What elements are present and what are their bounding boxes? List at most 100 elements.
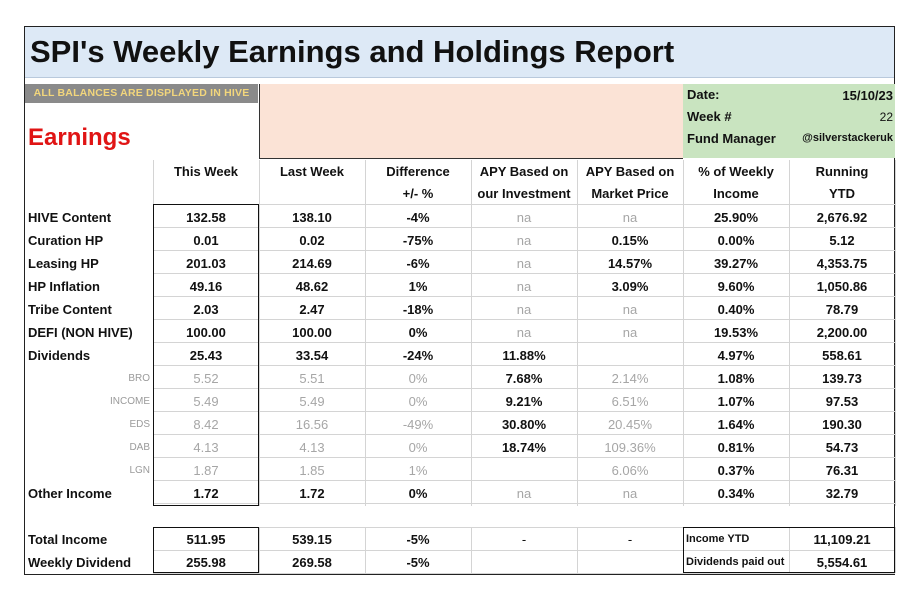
table-cell-this-week: 201.03: [186, 256, 226, 271]
table-cell-apy-investment: na: [516, 279, 532, 294]
table-cell-apy-investment: na: [516, 233, 532, 248]
grid-hline: [153, 411, 895, 412]
table-cell-apy-market: 109.36%: [604, 440, 656, 455]
table-cell-difference: -24%: [402, 348, 434, 363]
table-cell-difference: 1%: [408, 279, 428, 294]
row-label: Dividends: [28, 348, 91, 363]
ytd-summary-box: [683, 527, 895, 573]
table-cell-this-week: 5.52: [193, 371, 219, 386]
table-cell-apy-investment: na: [516, 210, 532, 225]
earnings-section-title: Earnings: [28, 124, 131, 151]
table-cell-apy-market: 20.45%: [607, 417, 653, 432]
total-cell-last-week: 269.58: [292, 555, 332, 570]
total-cell-this-week: 255.98: [186, 555, 226, 570]
column-header-line2: our Investment: [477, 186, 571, 201]
grid-vline: [365, 160, 366, 506]
balance-note-banner: ALL BALANCES ARE DISPLAYED IN HIVE: [25, 84, 258, 103]
table-cell-pct-income: 4.97%: [717, 348, 755, 363]
week-label: Week #: [687, 109, 732, 124]
table-cell-difference: -18%: [402, 302, 434, 317]
grid-vline: [895, 527, 896, 573]
table-cell-pct-income: 0.34%: [717, 486, 755, 501]
table-cell-difference: -6%: [406, 256, 430, 271]
table-cell-apy-market: 6.06%: [611, 463, 649, 478]
table-cell-running-ytd: 190.30: [822, 417, 862, 432]
table-cell-apy-market: 14.57%: [607, 256, 653, 271]
date-value: 15/10/23: [842, 88, 893, 103]
table-cell-apy-market: na: [622, 210, 638, 225]
grid-vline: [895, 160, 896, 506]
sub-row-label: EDS: [129, 419, 150, 430]
table-cell-pct-income: 9.60%: [717, 279, 755, 294]
table-cell-pct-income: 0.81%: [717, 440, 755, 455]
report-frame: [24, 26, 895, 575]
grid-hline: [153, 204, 895, 205]
table-cell-pct-income: 39.27%: [713, 256, 759, 271]
table-cell-pct-income: 25.90%: [713, 210, 759, 225]
sub-row-label: BRO: [128, 373, 150, 384]
row-label: HIVE Content: [28, 210, 112, 225]
total-cell-this-week: 511.95: [186, 532, 226, 547]
header-blank-panel: [259, 84, 683, 158]
table-cell-last-week: 5.49: [299, 394, 325, 409]
table-cell-apy-investment: na: [516, 325, 532, 340]
table-cell-running-ytd: 558.61: [822, 348, 862, 363]
table-cell-running-ytd: 1,050.86: [816, 279, 868, 294]
table-cell-apy-investment: [471, 459, 577, 482]
grid-hline: [153, 388, 895, 389]
table-cell-last-week: 16.56: [295, 417, 329, 432]
report-title: SPI's Weekly Earnings and Holdings Repor…: [30, 34, 675, 69]
table-cell-apy-market: [577, 344, 683, 367]
grid-hline: [153, 250, 895, 251]
table-cell-running-ytd: 76.31: [825, 463, 859, 478]
grid-hline: [153, 434, 895, 435]
total-row-label: Total Income: [28, 532, 108, 547]
column-header: Running: [815, 164, 869, 179]
ytd-summary-value: 5,554.61: [816, 555, 868, 570]
row-label: Tribe Content: [28, 302, 112, 317]
table-cell-apy-market: 3.09%: [611, 279, 649, 294]
column-header-line2: Income: [713, 186, 759, 201]
table-cell-apy-investment: 9.21%: [505, 394, 543, 409]
table-cell-this-week: 4.13: [193, 440, 219, 455]
table-cell-running-ytd: 2,676.92: [816, 210, 868, 225]
table-cell-pct-income: 0.37%: [717, 463, 755, 478]
grid-hline: [153, 365, 895, 366]
table-cell-apy-market: na: [622, 486, 638, 501]
table-cell-apy-market: na: [622, 325, 638, 340]
table-cell-apy-investment: 7.68%: [505, 371, 543, 386]
table-cell-this-week: 100.00: [186, 325, 226, 340]
column-header: This Week: [173, 164, 239, 179]
date-label: Date:: [687, 87, 720, 102]
table-cell-this-week: 1.72: [193, 486, 219, 501]
column-header-line2: YTD: [829, 186, 855, 201]
table-cell-apy-investment: na: [516, 486, 532, 501]
ytd-summary-label: Dividends paid out: [686, 556, 785, 568]
table-cell-last-week: 214.69: [292, 256, 332, 271]
total-row-label: Weekly Dividend: [28, 555, 132, 570]
grid-hline: [153, 273, 895, 274]
table-cell-last-week: 1.72: [299, 486, 325, 501]
sub-row-label: INCOME: [110, 396, 150, 407]
grid-hline: [153, 503, 895, 504]
table-cell-apy-investment: 30.80%: [501, 417, 547, 432]
table-cell-apy-market: 6.51%: [611, 394, 649, 409]
table-cell-difference: 1%: [408, 463, 428, 478]
column-header: APY Based on: [479, 164, 569, 179]
table-cell-pct-income: 0.00%: [717, 233, 755, 248]
grid-hline: [153, 342, 895, 343]
grid-hline: [153, 319, 895, 320]
grid-hline: [153, 457, 895, 458]
table-cell-pct-income: 1.07%: [717, 394, 755, 409]
table-cell-difference: 0%: [408, 371, 428, 386]
table-cell-last-week: 33.54: [295, 348, 329, 363]
column-header-line2: +/- %: [402, 186, 434, 201]
grid-vline: [789, 160, 790, 506]
table-cell-difference: -49%: [402, 417, 434, 432]
grid-hline: [153, 227, 895, 228]
week-value: 22: [879, 110, 893, 124]
column-header: % of Weekly: [698, 164, 774, 179]
table-cell-apy-investment: na: [516, 256, 532, 271]
grid-vline: [577, 160, 578, 506]
table-cell-running-ytd: 97.53: [825, 394, 859, 409]
